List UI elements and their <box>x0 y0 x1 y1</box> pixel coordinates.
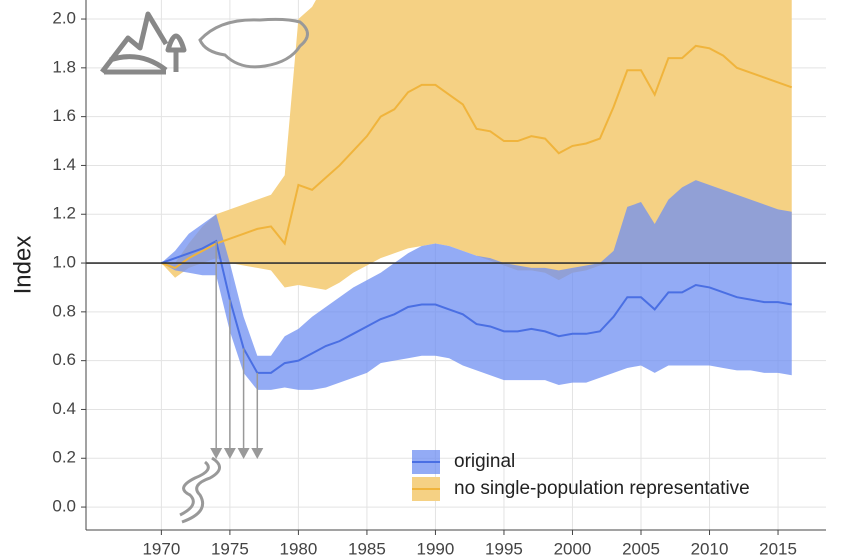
y-tick-label: 1.4 <box>52 155 76 174</box>
x-tick-label: 1995 <box>485 539 523 558</box>
arrow-head <box>251 448 264 459</box>
y-tick-label: 1.0 <box>52 253 76 272</box>
x-tick-label: 2015 <box>759 539 797 558</box>
arrow-head <box>223 448 236 459</box>
x-tick-label: 2005 <box>622 539 660 558</box>
y-axis-label: Index <box>9 236 36 295</box>
x-tick-label: 1990 <box>417 539 455 558</box>
bands <box>161 0 792 390</box>
y-tick-label: 2.0 <box>52 9 76 28</box>
confidence-band <box>161 180 792 390</box>
map-icon <box>198 17 309 69</box>
axes: 0.0 0.2 0.4 0.6 0.8 1.0 1.2 1.4 1.6 1.8 2.0 1970 197… <box>52 0 826 558</box>
x-tick-label: 1975 <box>211 539 249 558</box>
legend: original no single-population representat… <box>412 450 750 501</box>
y-tick-label: 0.8 <box>52 301 76 320</box>
x-tick-label: 1985 <box>348 539 386 558</box>
x-tick-label: 2010 <box>691 539 729 558</box>
arrow-head <box>210 448 223 459</box>
y-tick-label: 0.2 <box>52 448 76 467</box>
y-tick-label: 1.6 <box>52 106 76 125</box>
series-line <box>161 239 792 374</box>
legend-label: no single-population representative <box>454 478 750 499</box>
y-tick-label: 0.4 <box>52 399 76 418</box>
series-line <box>161 44 793 270</box>
lines <box>86 44 826 374</box>
x-tick-label: 1980 <box>279 539 317 558</box>
y-tick-label: 0.6 <box>52 350 76 369</box>
y-tick-label: 0.0 <box>52 497 76 516</box>
y-tick-label: 1.2 <box>52 204 76 223</box>
x-tick-label: 2000 <box>554 539 592 558</box>
x-tick-label: 1970 <box>142 539 180 558</box>
snake-icon <box>179 456 221 524</box>
mountain-icon <box>100 11 187 75</box>
legend-label: original <box>454 451 515 472</box>
y-tick-label: 1.8 <box>52 57 76 76</box>
arrow-head <box>237 448 250 459</box>
